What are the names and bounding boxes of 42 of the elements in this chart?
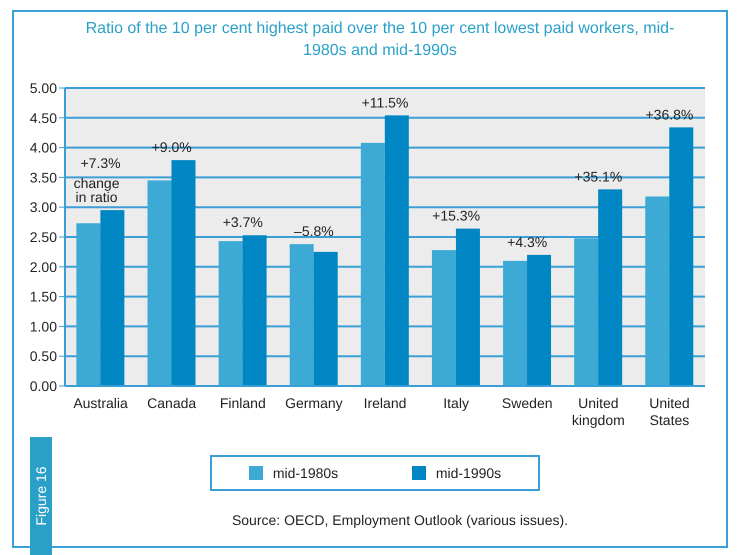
figure-tab: Figure 16 xyxy=(30,437,52,555)
x-tick-label: Australia xyxy=(73,395,128,411)
bar xyxy=(171,160,196,386)
x-tick-label: Canada xyxy=(147,395,196,411)
x-tick-label: United kingdom xyxy=(572,395,625,428)
bar xyxy=(100,210,124,386)
bar xyxy=(527,254,552,386)
bar xyxy=(242,235,267,386)
x-tick-label: United States xyxy=(649,395,690,428)
caption: Figure 16 xyxy=(33,466,49,526)
y-tick-label: 3.50 xyxy=(30,169,58,186)
x-tick-label: Italy xyxy=(443,395,469,411)
y-tick-label: 0.50 xyxy=(30,348,58,364)
annotation: change in ratio xyxy=(74,175,120,206)
annotation: +15.3% xyxy=(432,208,480,224)
legend-label: mid-1990s xyxy=(436,465,502,481)
y-tick-label: 2.50 xyxy=(30,228,58,245)
bar xyxy=(314,252,338,386)
y-tick-label: 2.00 xyxy=(30,258,58,275)
bar xyxy=(669,127,694,386)
y-tick-label: 1.50 xyxy=(30,288,58,305)
y-tick-label: 4.50 xyxy=(30,110,58,126)
y-tick-label: 1.00 xyxy=(30,318,58,334)
x-tick-label: Finland xyxy=(220,395,266,411)
annotation: +4.3% xyxy=(507,234,548,250)
annotation: –5.8% xyxy=(294,223,334,240)
y-tick-label: 5.00 xyxy=(30,80,58,96)
annotation: +3.7% xyxy=(222,214,263,230)
bar xyxy=(456,228,480,386)
y-tick-label: 4.00 xyxy=(30,140,58,156)
bar xyxy=(598,189,622,386)
x-tick-label: Germany xyxy=(285,395,343,411)
annotation: +7.3% xyxy=(80,155,121,172)
y-tick-label: 0.00 xyxy=(30,378,58,394)
y-tick-label: 3.00 xyxy=(30,199,58,216)
legend-label: mid-1980s xyxy=(272,465,338,481)
x-tick-label: Sweden xyxy=(502,395,553,411)
x-tick-label: Ireland xyxy=(364,395,406,411)
annotation: +11.5% xyxy=(362,94,408,110)
chart-title: Ratio of the 10 per cent highest paid over the 10 per cent lowest paid workers, mid-1980s and mid-1990s xyxy=(84,19,676,61)
source-note: Source: OECD, Employment Outlook (various issues). xyxy=(230,512,570,528)
bar xyxy=(384,115,409,386)
